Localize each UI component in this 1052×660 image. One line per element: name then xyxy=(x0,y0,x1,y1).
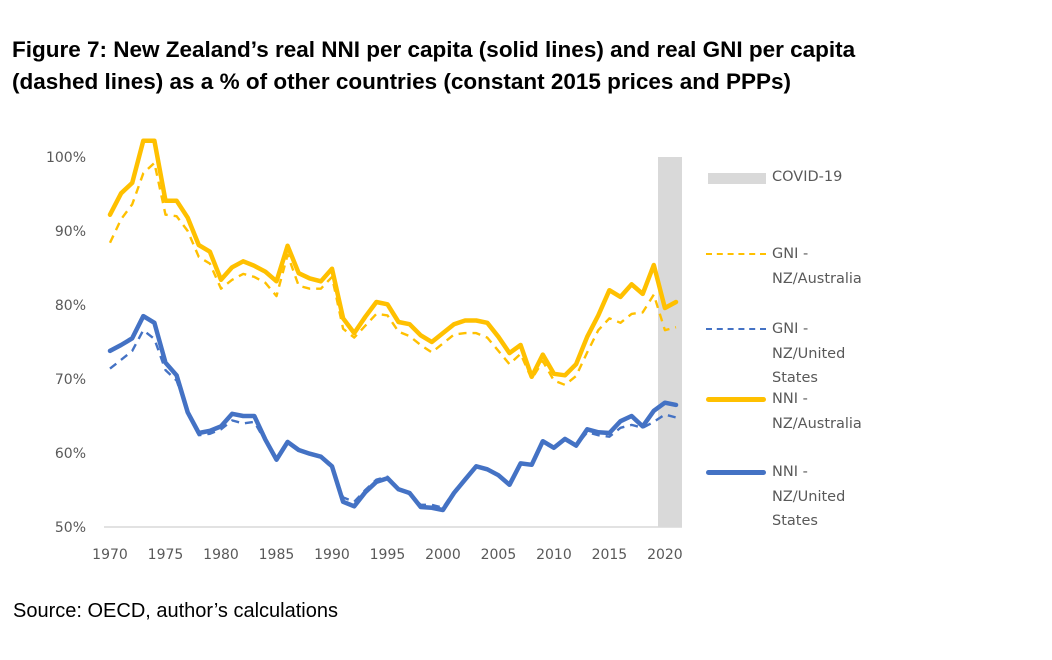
series-layer xyxy=(107,138,679,513)
x-tick-label: 2015 xyxy=(592,547,628,563)
x-tick-label: 1980 xyxy=(203,547,239,563)
y-tick-label: 80% xyxy=(55,298,86,314)
legend-label-line: COVID-19 xyxy=(772,169,843,185)
x-tick-label: 2000 xyxy=(425,547,461,563)
source-note: Source: OECD, author’s calculations xyxy=(13,600,338,622)
legend-label-line: NZ/Australia xyxy=(772,270,862,287)
legend-swatch-solid-line xyxy=(706,397,766,402)
series-line-nni-nz-united-states xyxy=(107,313,679,513)
x-axis-ticks: 1970 1975 1980 1985 1990 1995 2000 2005 2010 2015… xyxy=(92,547,683,563)
y-tick-label: 70% xyxy=(55,372,86,388)
y-tick-label: 60% xyxy=(55,446,86,462)
legend-label-line: GNI - xyxy=(772,321,809,337)
series-line-nni-nz-australia xyxy=(107,138,679,380)
legend-label: COVID-19 xyxy=(772,165,842,190)
x-tick-label: 1990 xyxy=(314,547,350,563)
figure-title-line-1: Figure 7: New Zealand’s real NNI per cap… xyxy=(12,37,856,62)
legend-label: NNI - NZ/Australia xyxy=(772,387,862,436)
legend-label: NNI - NZ/United States xyxy=(772,460,845,534)
legend-label-line: NNI - xyxy=(772,464,808,480)
x-tick-label: 2020 xyxy=(647,547,683,563)
series-line-gni-nz-australia xyxy=(108,161,677,387)
legend-label: GNI - NZ/United States xyxy=(772,317,845,391)
legend-label: GNI - NZ/Australia xyxy=(772,242,862,291)
x-tick-label: 2010 xyxy=(536,547,572,563)
y-tick-label: 90% xyxy=(55,224,86,240)
x-tick-label: 1970 xyxy=(92,547,128,563)
legend-label-line: GNI - xyxy=(772,246,809,262)
x-tick-label: 1995 xyxy=(370,547,406,563)
legend-label-line: NZ/United xyxy=(772,488,846,505)
y-axis-ticks: 50% 60% 70% 80% 90% 100% xyxy=(46,150,86,536)
legend-swatch-solid-line xyxy=(706,470,766,475)
y-tick-label: 50% xyxy=(55,520,86,536)
y-tick-label: 100% xyxy=(46,150,86,166)
x-tick-label: 1975 xyxy=(148,547,184,563)
covid-shaded-region xyxy=(658,157,682,527)
legend-swatch-box xyxy=(708,173,766,184)
legend-swatch-dashed-line xyxy=(706,328,766,330)
x-tick-label: 1985 xyxy=(259,547,295,563)
figure-title: Figure 7: New Zealand’s real NNI per cap… xyxy=(12,34,1042,98)
legend-label-line: States xyxy=(772,370,818,386)
legend-label-line: States xyxy=(772,513,818,529)
x-tick-label: 2005 xyxy=(481,547,517,563)
legend-swatch-dashed-line xyxy=(706,253,766,255)
figure-title-line-2: (dashed lines) as a % of other countries… xyxy=(12,69,791,94)
legend-label-line: NZ/United xyxy=(772,345,846,362)
legend-label-line: NNI - xyxy=(772,391,808,407)
legend-label-line: NZ/Australia xyxy=(772,415,862,432)
